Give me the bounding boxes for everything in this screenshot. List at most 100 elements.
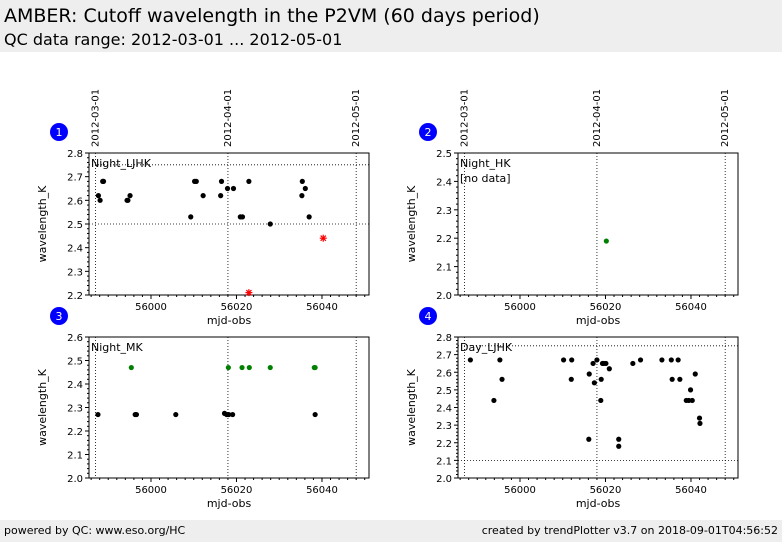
- y-tick-label: 2.7: [436, 351, 452, 362]
- plot-frame: [457, 152, 739, 296]
- data-point: [230, 185, 237, 192]
- data-point-star: [319, 234, 327, 242]
- x-axis-label: mjd-obs: [576, 497, 621, 510]
- data-point: [598, 397, 604, 404]
- data-point: [226, 411, 232, 418]
- y-tick-label: 2.5: [67, 220, 83, 231]
- y-tick-label: 2.6: [67, 196, 83, 207]
- data-point: [225, 364, 231, 371]
- data-point: [497, 357, 503, 363]
- data-point: [188, 214, 194, 220]
- footer-generator: created by trendPlotter v3.7 on 2018-09-…: [481, 524, 778, 537]
- data-point: [299, 178, 305, 184]
- y-tick-label: 2.3: [436, 206, 452, 217]
- y-tick-label: 2.6: [67, 333, 83, 344]
- data-point: [606, 366, 612, 372]
- chart-panel-2: 2012-03-01 2012-04-01 2012-05-01 2.0 2.1 2.2 2…: [405, 89, 739, 327]
- data-point: [590, 360, 596, 367]
- data-point: [616, 436, 622, 442]
- y-tick-label: 2.3: [436, 421, 452, 432]
- data-point: [689, 397, 695, 404]
- y-tick-label: 2.1: [67, 451, 83, 462]
- data-point: [630, 360, 636, 367]
- chart-panel-3: 2.0 2.1 2.2 2.3 2.4 2.5 2.6 56000 56020 56040 mjd-…: [36, 307, 370, 510]
- data-point: [306, 214, 312, 220]
- panel-title: Night_HK: [460, 157, 511, 170]
- data-point: [312, 364, 318, 371]
- panel-title: Night_MK: [91, 341, 144, 354]
- data-point: [133, 411, 140, 418]
- data-point: [560, 357, 567, 363]
- x-axis-label: mjd-obs: [207, 314, 252, 327]
- footer-credit: powered by QC: www.eso.org/HC: [4, 524, 186, 537]
- date-marker-label: 2012-03-01: [459, 89, 470, 147]
- data-point: [267, 364, 273, 371]
- data-point: [173, 411, 179, 418]
- x-tick-label: 56000: [504, 302, 536, 313]
- panel-number: 4: [425, 310, 432, 323]
- data-point: [569, 357, 575, 363]
- data-point: [97, 197, 103, 203]
- date-marker-label: 2012-03-01: [90, 89, 101, 147]
- data-point: [467, 357, 473, 363]
- data-point: [125, 197, 131, 203]
- y-tick-label: 2.2: [67, 291, 83, 302]
- x-tick-label: 56020: [590, 485, 622, 496]
- data-point: [491, 397, 497, 404]
- data-point: [603, 360, 609, 367]
- panel-note: [no data]: [460, 172, 511, 185]
- star-stroke: [320, 235, 327, 242]
- y-axis-label: wavelength_K: [405, 368, 418, 446]
- data-point: [603, 238, 609, 244]
- x-tick-label: 56040: [675, 302, 707, 313]
- data-point: [230, 411, 236, 418]
- data-point: [246, 364, 252, 371]
- chart-panel-4: 2.0 2.1 2.2 2.3 2.4 2.5 2.6 2.7 2.8 56000 56020 560…: [405, 307, 739, 510]
- x-tick-label: 56040: [306, 302, 338, 313]
- data-point: [246, 178, 252, 184]
- data-point: [128, 364, 134, 371]
- data-point: [616, 443, 622, 449]
- data-point: [594, 357, 600, 363]
- y-tick-label: 2.1: [436, 456, 452, 467]
- data-point: [668, 357, 674, 363]
- data-point: [687, 387, 694, 393]
- x-tick-label: 56040: [675, 485, 707, 496]
- star-stroke: [245, 289, 252, 296]
- panel-number: 3: [56, 310, 63, 323]
- data-point: [267, 221, 273, 227]
- data-point: [302, 185, 308, 192]
- x-tick-label: 56020: [590, 302, 622, 313]
- data-point: [677, 376, 683, 382]
- data-point: [598, 376, 604, 382]
- y-tick-label: 2.2: [67, 427, 83, 438]
- page-subtitle: QC data range: 2012-03-01 ... 2012-05-01: [4, 30, 343, 49]
- data-point: [697, 420, 703, 426]
- data-point: [127, 193, 133, 199]
- x-tick-label: 56020: [221, 485, 253, 496]
- data-point: [669, 376, 675, 382]
- data-point: [659, 357, 665, 363]
- date-marker-label: 2012-05-01: [720, 89, 731, 147]
- y-axis-label: wavelength_K: [36, 185, 49, 263]
- y-tick-label: 2.4: [436, 404, 452, 415]
- data-point: [586, 436, 592, 442]
- data-point: [696, 415, 703, 421]
- data-point: [218, 178, 225, 184]
- y-tick-label: 2.7: [67, 173, 83, 184]
- data-point: [637, 357, 644, 363]
- y-tick-label: 2.1: [436, 263, 452, 274]
- data-point: [591, 380, 597, 386]
- panel-number-badge: [50, 307, 68, 325]
- report-footer: powered by QC: www.eso.org/HC created by…: [0, 520, 782, 542]
- y-tick-label: 2.5: [436, 149, 452, 160]
- date-marker-label: 2012-05-01: [351, 89, 362, 147]
- panel-number: 2: [425, 126, 432, 139]
- data-point: [95, 193, 102, 199]
- data-point: [224, 185, 231, 192]
- y-tick-label: 2.0: [436, 291, 452, 302]
- data-point: [239, 364, 245, 371]
- y-tick-label: 2.0: [67, 474, 83, 485]
- y-tick-label: 2.8: [436, 333, 452, 344]
